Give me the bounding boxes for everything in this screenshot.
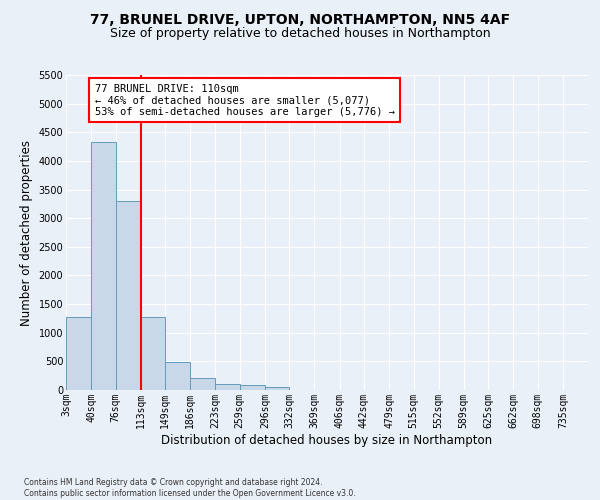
Bar [91, 142, 116, 390]
Text: Size of property relative to detached houses in Northampton: Size of property relative to detached ho… [110, 28, 490, 40]
Text: 77, BRUNEL DRIVE, UPTON, NORTHAMPTON, NN5 4AF: 77, BRUNEL DRIVE, UPTON, NORTHAMPTON, NN… [90, 12, 510, 26]
Bar [140, 316, 165, 390]
Text: 77 BRUNEL DRIVE: 110sqm
← 46% of detached houses are smaller (5,077)
53% of semi: 77 BRUNEL DRIVE: 110sqm ← 46% of detache… [95, 84, 395, 117]
Bar [265, 386, 289, 390]
Bar [240, 386, 265, 390]
X-axis label: Distribution of detached houses by size in Northampton: Distribution of detached houses by size … [161, 434, 493, 446]
Bar [215, 384, 240, 390]
Bar [66, 318, 91, 390]
Text: Contains HM Land Registry data © Crown copyright and database right 2024.
Contai: Contains HM Land Registry data © Crown c… [24, 478, 356, 498]
Bar [116, 201, 140, 390]
Y-axis label: Number of detached properties: Number of detached properties [20, 140, 33, 326]
Bar [190, 378, 215, 390]
Bar [165, 362, 190, 390]
